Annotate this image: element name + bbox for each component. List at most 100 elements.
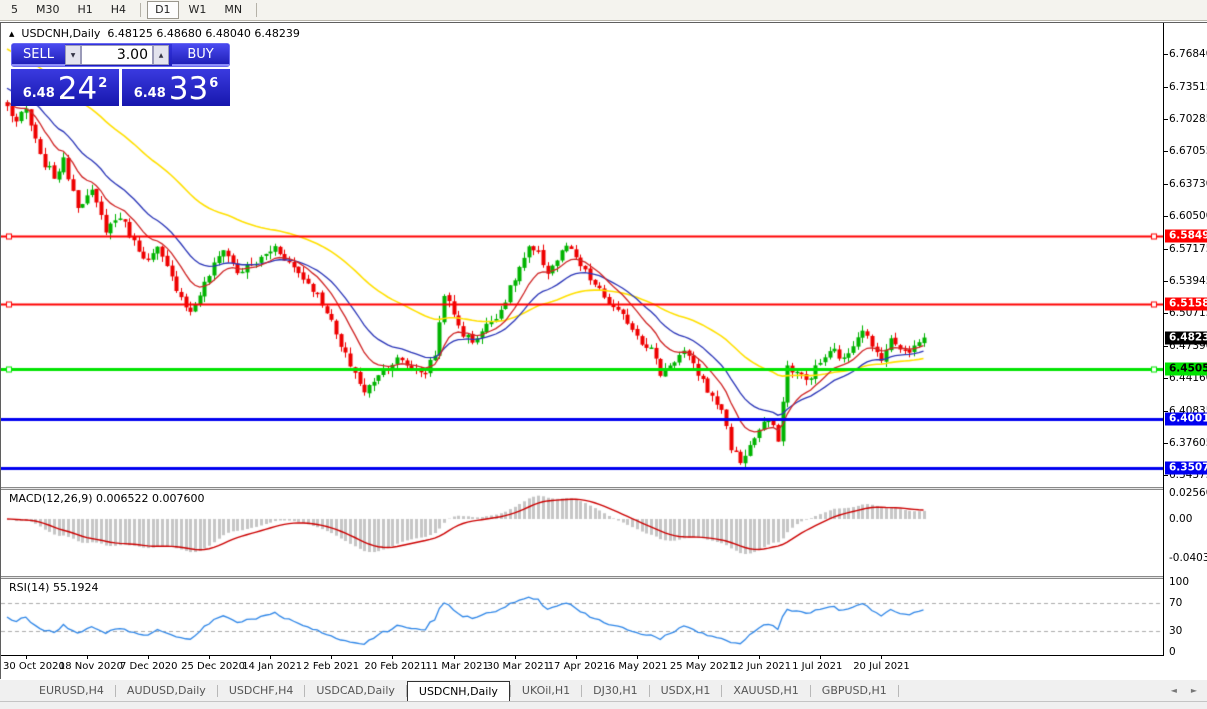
- sell-price-prefix: 6.48: [22, 86, 55, 101]
- timeframe-button-m30[interactable]: M30: [36, 3, 60, 16]
- macd-scale-label: 0.00: [1169, 513, 1193, 525]
- rsi-pane-divider[interactable]: [1, 576, 1206, 579]
- toolbar-separator: [256, 3, 258, 17]
- rsi-scale-label: 70: [1169, 597, 1183, 609]
- rsi-name: RSI(14): [9, 581, 50, 594]
- tab-separator: [405, 684, 407, 697]
- macd-name: MACD(12,26,9): [9, 492, 93, 505]
- date-tick: [881, 656, 882, 659]
- lot-size-input[interactable]: [81, 45, 153, 65]
- rsi-indicator-label: RSI(14) 55.1924: [9, 581, 98, 594]
- date-tick: [209, 656, 210, 659]
- tab-separator: [304, 684, 306, 697]
- price-tick-label: 6.53945: [1169, 274, 1207, 287]
- symbol-title: USDCNH,Daily: [21, 27, 101, 40]
- date-tick: [454, 656, 455, 659]
- rsi-scale-label: 0: [1169, 646, 1176, 658]
- ohlc-values: 6.48125 6.48680 6.48040 6.48239: [107, 27, 300, 40]
- tab-separator: [897, 684, 899, 697]
- date-tick: [148, 656, 149, 659]
- tab-dj30-h1[interactable]: DJ30,H1: [593, 684, 638, 697]
- date-tick-label: 17 Apr 2021: [547, 661, 610, 672]
- price-tick: [1164, 183, 1168, 185]
- price-line-tag: 6.51582: [1165, 297, 1207, 311]
- timeframe-button-5[interactable]: 5: [11, 3, 18, 16]
- tab-ukoil-h1[interactable]: UKOil,H1: [521, 684, 571, 697]
- tab-usdx-h1[interactable]: USDX,H1: [660, 684, 711, 697]
- date-tick: [270, 656, 271, 659]
- timeframe-toolbar: 5 M30 H1 H4 D1 W1 MN: [0, 0, 1207, 21]
- date-tick-label: 12 Jun 2021: [731, 661, 792, 672]
- sell-price-button[interactable]: 6.48 24 2: [11, 69, 119, 106]
- lot-increase-button[interactable]: ▲: [153, 45, 169, 65]
- chart-title: ▲ USDCNH,Daily 6.48125 6.48680 6.48040 6…: [9, 27, 300, 40]
- trade-panel-top-row: SELL ▼ ▲ BUY: [11, 43, 230, 67]
- price-tick-label: 6.63730: [1169, 177, 1207, 190]
- tab-scroll-left-icon[interactable]: ◄: [1170, 686, 1177, 695]
- tab-separator: [581, 684, 583, 697]
- macd-indicator-label: MACD(12,26,9) 0.006522 0.007600: [9, 492, 205, 505]
- chart-window: ▲ USDCNH,Daily 6.48125 6.48680 6.48040 6…: [0, 22, 1207, 679]
- tab-usdcnh-daily[interactable]: USDCNH,Daily: [406, 681, 510, 701]
- timeframe-button-w1[interactable]: W1: [188, 3, 207, 16]
- toolbar-separator: [140, 3, 142, 17]
- price-tick: [1164, 313, 1168, 314]
- price-tick: [1164, 248, 1168, 250]
- price-tick: [1164, 410, 1168, 412]
- macd-scale-label: 0.025609: [1169, 487, 1207, 499]
- tab-separator: [216, 684, 218, 697]
- date-tick-label: 30 Mar 2021: [486, 661, 550, 672]
- buy-button[interactable]: BUY: [172, 44, 229, 66]
- macd-values: 0.006522 0.007600: [96, 492, 205, 505]
- price-axis-separator: [1163, 23, 1164, 655]
- buy-price-button[interactable]: 6.48 33 6: [122, 69, 230, 106]
- date-tick: [698, 656, 699, 659]
- lot-decrease-button[interactable]: ▼: [65, 45, 81, 65]
- one-click-trade-panel: SELL ▼ ▲ BUY 6.48 24 2 6.48 33 6: [11, 43, 230, 106]
- tab-separator: [114, 684, 116, 697]
- date-axis[interactable]: 30 Oct 2020 18 Nov 2020 7 Dec 2020 25 Dec 2…: [1, 656, 1206, 679]
- buy-price-prefix: 6.48: [133, 86, 166, 101]
- date-tick-label: 14 Jan 2021: [242, 661, 303, 672]
- timeframe-button-h1[interactable]: H1: [77, 3, 93, 16]
- timeframe-button-mn[interactable]: MN: [224, 3, 243, 16]
- macd-pane-divider[interactable]: [1, 487, 1206, 490]
- price-chart-canvas[interactable]: [1, 23, 1163, 656]
- price-line-tag: 6.58499: [1165, 229, 1207, 243]
- date-tick-label: 18 Nov 2020: [58, 661, 123, 672]
- price-tick: [1164, 118, 1168, 120]
- sell-price-main: 24: [57, 71, 98, 107]
- tab-audusd-daily[interactable]: AUDUSD,Daily: [126, 684, 206, 697]
- date-tick: [515, 656, 516, 659]
- tab-usdcad-daily[interactable]: USDCAD,Daily: [316, 684, 395, 697]
- price-tick-label: 6.57175: [1169, 242, 1207, 255]
- price-scale[interactable]: 6.76840 6.73515 6.70285 6.67055 6.63730 6.605…: [1164, 23, 1207, 679]
- price-tick: [1164, 86, 1168, 88]
- tab-xauusd-h1[interactable]: XAUUSD,H1: [733, 684, 799, 697]
- date-tick: [26, 656, 27, 659]
- chart-tab-bar: EURUSD,H4 AUDUSD,Daily USDCHF,H4 USDCAD,Dai…: [0, 680, 1207, 702]
- date-tick: [759, 656, 760, 659]
- tab-separator: [721, 684, 723, 697]
- date-tick-label: 25 May 2021: [669, 661, 736, 672]
- tab-eurusd-h4[interactable]: EURUSD,H4: [39, 684, 104, 697]
- price-tick: [1164, 377, 1168, 379]
- price-tick-label: 6.37605: [1169, 436, 1207, 449]
- collapse-arrow-icon[interactable]: ▲: [9, 29, 15, 38]
- macd-scale-label: -0.04038: [1169, 552, 1207, 564]
- timeframe-button-h4[interactable]: H4: [110, 3, 127, 16]
- tab-usdchf-h4[interactable]: USDCHF,H4: [228, 684, 294, 697]
- tab-gbpusd-h1[interactable]: GBPUSD,H1: [821, 684, 887, 697]
- timeframe-button-d1[interactable]: D1: [147, 1, 179, 19]
- price-tick-label: 6.70285: [1169, 112, 1207, 125]
- tab-scroll-right-icon[interactable]: ►: [1190, 686, 1197, 695]
- price-line-tag: 6.45059: [1165, 362, 1207, 376]
- price-tick: [1164, 215, 1168, 217]
- price-line-tag: 6.48239: [1165, 331, 1207, 345]
- sell-button[interactable]: SELL: [12, 44, 65, 66]
- date-tick-label: 6 May 2021: [608, 661, 668, 672]
- date-tick-label: 20 Feb 2021: [364, 661, 427, 672]
- sell-price-pip: 2: [98, 76, 108, 91]
- date-tick: [576, 656, 577, 659]
- buy-price-pip: 6: [209, 76, 219, 91]
